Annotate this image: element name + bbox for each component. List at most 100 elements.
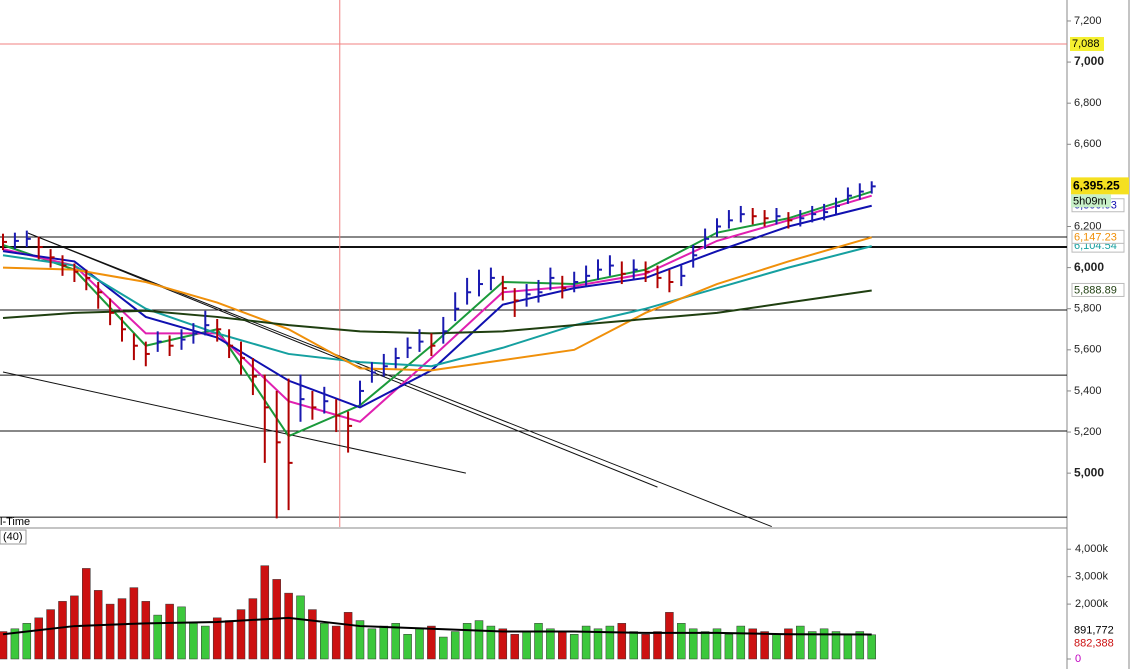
volume-bar bbox=[58, 601, 67, 660]
volume-bar bbox=[391, 623, 400, 660]
volume-bar bbox=[450, 631, 460, 660]
y-tick-label: 6,800 bbox=[1074, 97, 1102, 109]
last-price-label: 6,395.25 bbox=[1073, 179, 1120, 193]
moving-average bbox=[2, 245, 872, 368]
panel-label: (40) bbox=[3, 531, 23, 543]
volume-bar bbox=[498, 628, 508, 660]
volume-bar bbox=[462, 623, 472, 660]
y-tick-label: 7,200 bbox=[1074, 15, 1102, 27]
volume-bar bbox=[331, 625, 341, 660]
moving-average bbox=[2, 194, 872, 423]
volume-bar bbox=[308, 609, 317, 660]
volume-bar bbox=[665, 612, 674, 660]
volume-bar bbox=[569, 634, 579, 660]
volume-bar bbox=[403, 634, 412, 660]
y-tick-label: 6,200 bbox=[1074, 220, 1102, 232]
volume-bar bbox=[605, 625, 615, 660]
y-tick-label: 6,600 bbox=[1074, 138, 1102, 150]
volume-bar bbox=[724, 634, 734, 660]
volume-bar bbox=[379, 625, 389, 660]
y-tick-label: 7,000 bbox=[1074, 54, 1104, 68]
volume-bar bbox=[236, 609, 246, 660]
volume-bar bbox=[558, 631, 567, 660]
volume-bar bbox=[653, 631, 662, 660]
volume-bar bbox=[546, 628, 555, 660]
volume-bar bbox=[46, 609, 55, 660]
volume-bar bbox=[784, 628, 793, 660]
volume-bar bbox=[843, 634, 853, 660]
volume-bar bbox=[510, 634, 519, 660]
y-tick-label: 5,400 bbox=[1074, 385, 1102, 397]
volume-bar bbox=[284, 592, 293, 660]
volume-bar bbox=[581, 625, 591, 660]
volume-bar bbox=[260, 565, 270, 660]
y-tick-label: 6,000 bbox=[1074, 260, 1104, 274]
volume-bar bbox=[117, 598, 127, 660]
volume-tick-label: 3,000k bbox=[1075, 571, 1109, 583]
volume-bar bbox=[355, 620, 365, 660]
volume-bar bbox=[772, 634, 781, 660]
volume-bar bbox=[248, 598, 258, 660]
moving-average bbox=[2, 236, 872, 372]
crosshair-label-box bbox=[1070, 36, 1104, 51]
y-tick-label: 5,000 bbox=[1074, 465, 1104, 479]
volume-bar bbox=[153, 614, 162, 660]
volume-bar bbox=[522, 631, 531, 660]
volume-bar bbox=[641, 634, 650, 660]
ma-label-box bbox=[1071, 282, 1125, 297]
volume-bar bbox=[415, 628, 424, 660]
volume-bar bbox=[534, 623, 543, 660]
volume-bar bbox=[712, 628, 722, 660]
volume-bar bbox=[201, 625, 210, 660]
volume-bar bbox=[617, 623, 627, 660]
countdown: 5h09m bbox=[1073, 195, 1107, 207]
volume-tick-label: 0 bbox=[1075, 653, 1081, 665]
volume-bar bbox=[796, 625, 805, 660]
volume-bar bbox=[22, 623, 32, 660]
volume-bar bbox=[677, 623, 686, 660]
volume-bar bbox=[224, 620, 234, 660]
volume-bar bbox=[320, 623, 329, 660]
y-tick-label: 5,800 bbox=[1074, 303, 1102, 315]
volume-bar bbox=[165, 603, 174, 660]
volume-bar bbox=[34, 617, 43, 660]
volume-bar bbox=[629, 631, 638, 660]
panel-label: l-Time bbox=[0, 516, 30, 528]
volume-ma bbox=[2, 616, 872, 636]
volume-bar bbox=[296, 595, 305, 660]
volume-ma-label: 891,772 bbox=[1074, 624, 1114, 636]
volume-bar bbox=[105, 603, 115, 660]
last-price-box bbox=[1071, 177, 1129, 195]
volume-bar bbox=[807, 631, 817, 660]
volume-bar bbox=[593, 628, 603, 660]
volume-bar bbox=[486, 625, 496, 660]
volume-bar bbox=[819, 628, 829, 660]
volume-bar bbox=[474, 620, 484, 660]
crosshair-label: 7,088 bbox=[1072, 38, 1100, 50]
ma-label: 5,888.89 bbox=[1074, 284, 1117, 296]
volume-bar bbox=[0, 631, 8, 660]
volume-bar bbox=[10, 628, 20, 660]
trendline bbox=[2, 371, 467, 474]
y-tick-label: 5,600 bbox=[1074, 344, 1102, 356]
ma-label: 6,147.23 bbox=[1074, 231, 1117, 243]
volume-bar bbox=[688, 628, 698, 660]
volume-tick-label: 4,000k bbox=[1075, 543, 1109, 555]
volume-bar bbox=[736, 625, 746, 660]
ma-label-box bbox=[1071, 229, 1125, 244]
volume-bar bbox=[439, 636, 448, 660]
volume-bar bbox=[212, 617, 222, 660]
panel-label-box bbox=[0, 529, 27, 545]
y-tick-label: 5,200 bbox=[1074, 426, 1102, 438]
volume-bar bbox=[748, 628, 757, 660]
volume-bar bbox=[82, 568, 91, 660]
volume-bar bbox=[427, 625, 436, 660]
volume-bar bbox=[177, 606, 186, 660]
countdown-box bbox=[1071, 194, 1111, 208]
volume-tick-label: 2,000k bbox=[1075, 598, 1109, 610]
volume-bar bbox=[343, 612, 353, 660]
volume-bar bbox=[367, 628, 377, 660]
volume-bar bbox=[189, 623, 198, 660]
